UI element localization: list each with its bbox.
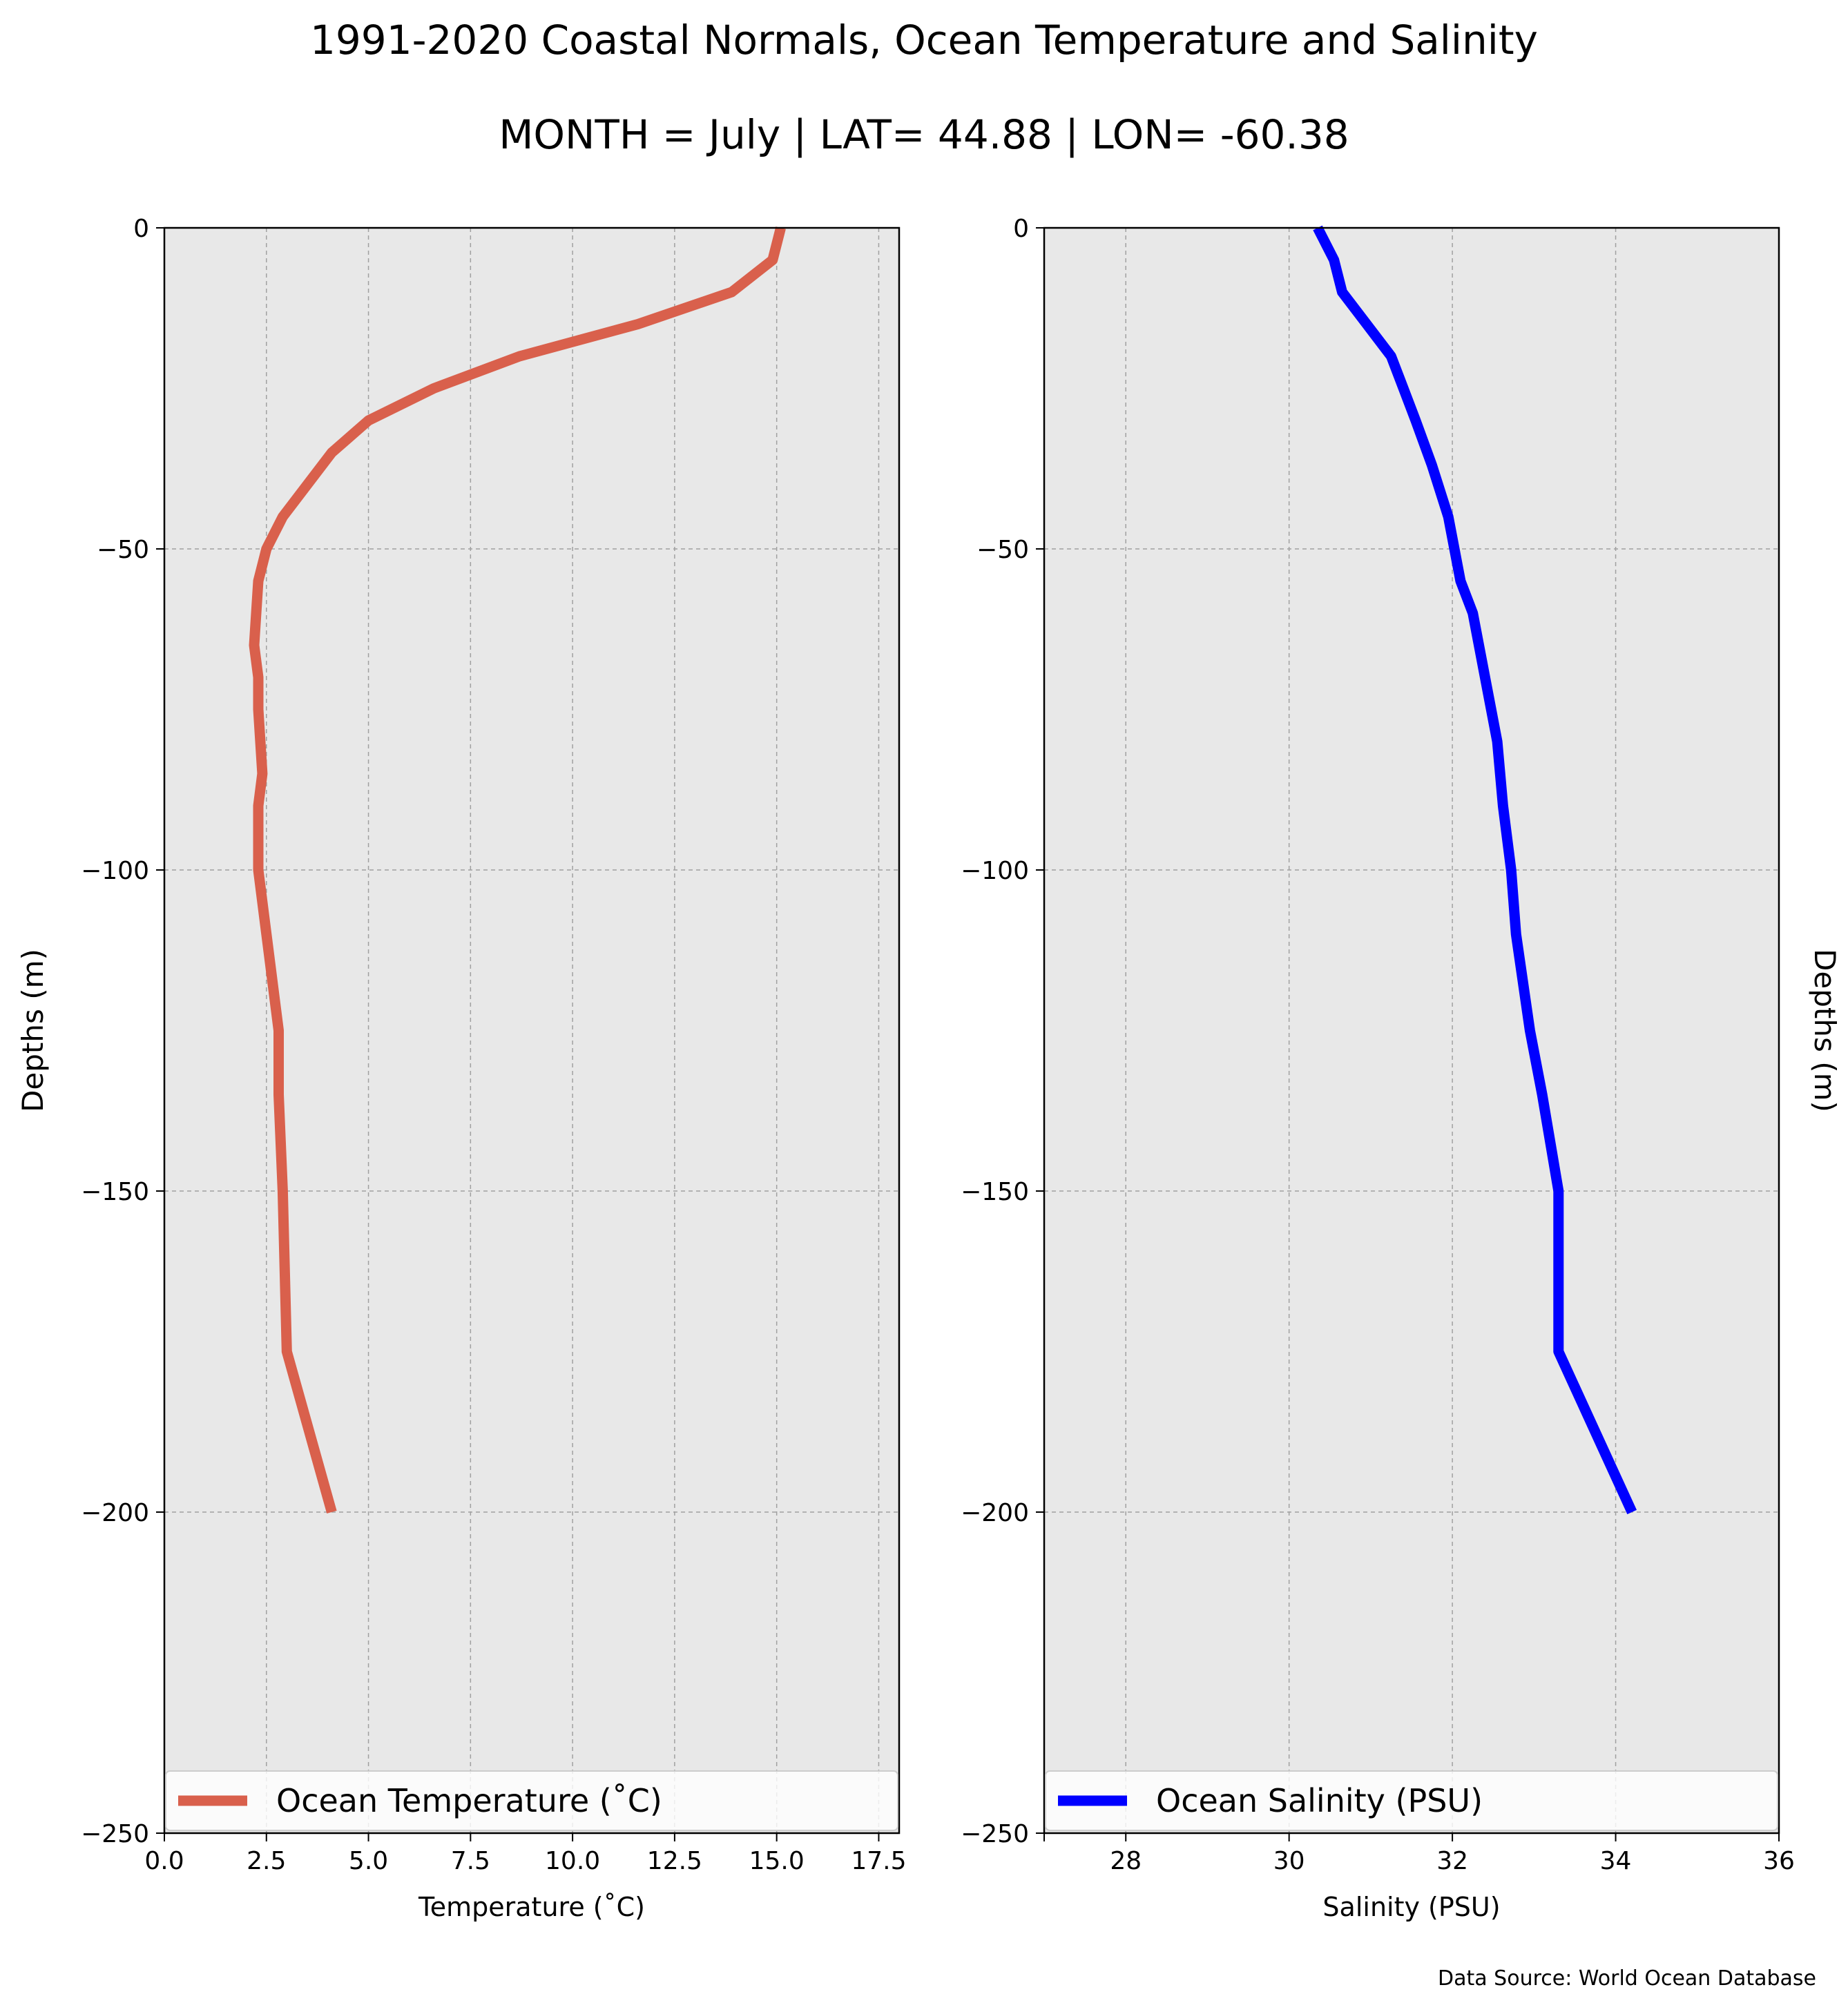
plot-frame [1043, 226, 1780, 1835]
figure-title: 1991-2020 Coastal Normals, Ocean Tempera… [310, 17, 1538, 64]
figure-subtitle: MONTH = July | LAT= 44.88 | LON= -60.38 [499, 111, 1349, 158]
plot-area [1044, 228, 1779, 1833]
legend-label: Ocean Temperature (˚C) [276, 1782, 662, 1819]
salinity-legend: Ocean Salinity (PSU) [1045, 1770, 1778, 1831]
x-tick-label: 36 [1763, 1847, 1795, 1875]
y-tick-label: −50 [97, 536, 149, 564]
x-axis-label: Temperature (˚C) [418, 1892, 645, 1922]
x-tick-label: 28 [1110, 1847, 1142, 1875]
x-tick-label: 7.5 [451, 1847, 490, 1875]
y-tick-label: 0 [133, 215, 149, 243]
salinity-series-line [1313, 225, 1637, 1515]
legend-box [1045, 1770, 1778, 1831]
x-axis-label: Salinity (PSU) [1322, 1892, 1500, 1922]
y-tick-label: −200 [81, 1499, 149, 1527]
x-tick-label: 0.0 [144, 1847, 184, 1875]
y-tick-label: −100 [961, 857, 1029, 885]
legend-box [165, 1770, 898, 1831]
x-tick-label: 17.5 [851, 1847, 906, 1875]
salinity-chart: 28 30 32 34 36 0 −50 −100 −150 −200 −250 Ocean Sali… [961, 215, 1842, 1922]
y-tick-label: −250 [81, 1820, 149, 1848]
legend-label: Ocean Salinity (PSU) [1156, 1782, 1483, 1819]
x-tick-label: 2.5 [247, 1847, 286, 1875]
y-tick-label: −50 [976, 536, 1029, 564]
y-tick-label: −150 [961, 1178, 1029, 1206]
temperature-chart: 0.0 2.5 5.0 7.5 10.0 12.5 15.0 17.5 0 −50 −100 −150… [16, 215, 907, 1922]
y-tick-label: −100 [81, 857, 149, 885]
y-axis-label: Depths (m) [1808, 949, 1842, 1112]
temperature-series-line [249, 226, 786, 1514]
x-tick-label: 12.5 [647, 1847, 702, 1875]
x-tick-label: 5.0 [349, 1847, 388, 1875]
plot-frame [163, 226, 901, 1835]
x-tick-label: 10.0 [545, 1847, 600, 1875]
temperature-legend: Ocean Temperature (˚C) [165, 1770, 898, 1831]
x-tick-label: 15.0 [749, 1847, 805, 1875]
y-tick-label: 0 [1013, 215, 1029, 243]
y-tick-label: −250 [961, 1820, 1029, 1848]
y-tick-label: −200 [961, 1499, 1029, 1527]
data-source-note: Data Source: World Ocean Database [1438, 1966, 1816, 1991]
x-tick-label: 34 [1600, 1847, 1632, 1875]
x-tick-label: 30 [1273, 1847, 1305, 1875]
x-tick-label: 32 [1436, 1847, 1468, 1875]
y-tick-label: −150 [81, 1178, 149, 1206]
y-axis-label: Depths (m) [16, 949, 50, 1112]
